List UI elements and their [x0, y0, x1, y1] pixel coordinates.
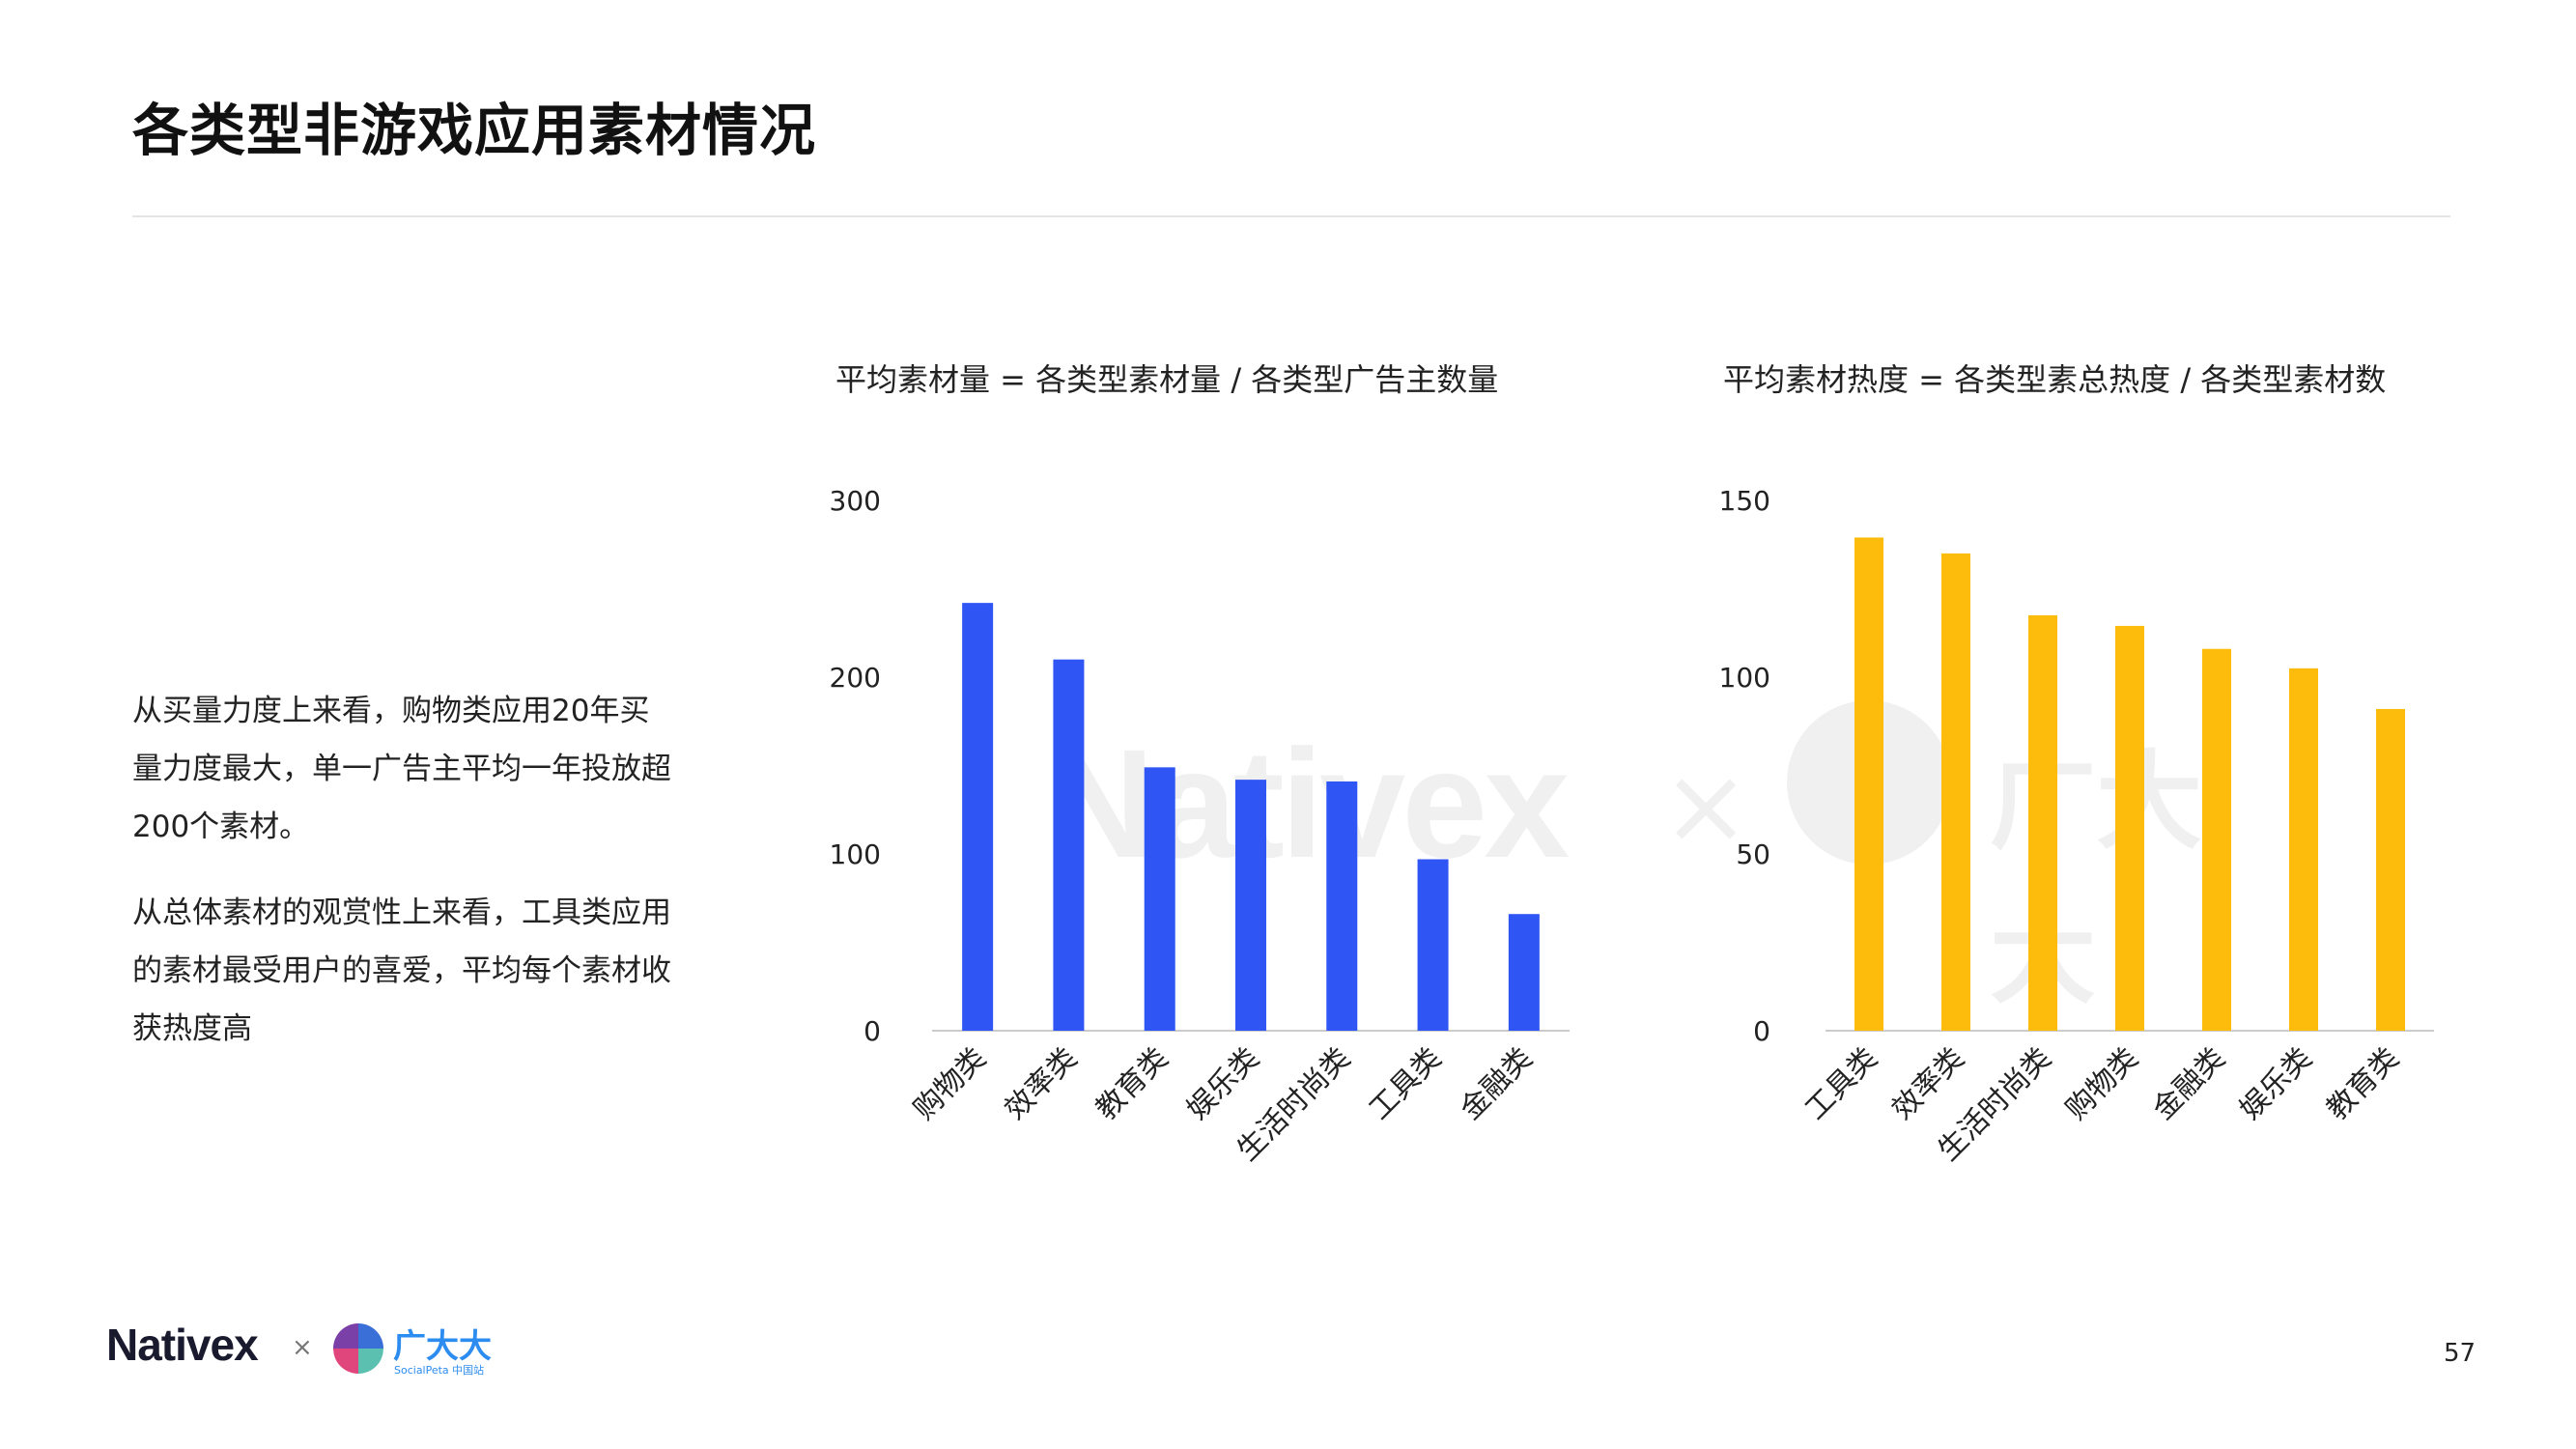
- x-category-label: 教育类: [1090, 1041, 1175, 1126]
- y-tick-label: 50: [1736, 838, 1770, 870]
- bar-2: [1053, 659, 1085, 1031]
- bar-7: [1508, 914, 1540, 1031]
- y-tick-label: 100: [830, 838, 881, 870]
- bar-4: [1235, 780, 1266, 1031]
- bar-4: [2115, 625, 2144, 1031]
- x-category-label: 金融类: [1454, 1041, 1539, 1126]
- y-tick-label: 100: [1719, 662, 1770, 694]
- x-category-label: 购物类: [2059, 1041, 2144, 1126]
- chart-right-title: 平均素材热度 = 各类型素总热度 / 各类型素材数: [1723, 361, 2387, 398]
- y-tick-label: 150: [1719, 485, 1770, 517]
- paragraph-creative-appeal: 从总体素材的观赏性上来看，工具类应用的素材最受用户的喜爱，平均每个素材收获热度高: [132, 895, 671, 1046]
- x-category-label: 购物类: [907, 1041, 992, 1126]
- guangdada-logo-text: 广大大: [393, 1327, 492, 1366]
- x-category-label: 效率类: [1885, 1041, 1970, 1126]
- x-category-label: 娱乐类: [1180, 1041, 1265, 1126]
- bar-3: [2028, 614, 2057, 1031]
- page-title: 各类型非游戏应用素材情况: [132, 98, 817, 163]
- x-category-label: 效率类: [999, 1041, 1084, 1126]
- bar-1: [1854, 537, 1883, 1031]
- y-tick-label: 0: [863, 1015, 881, 1047]
- chart-left-title: 平均素材量 = 各类型素材量 / 各类型广告主数量: [835, 361, 1499, 398]
- title-divider: [132, 215, 2450, 217]
- bar-3: [1144, 767, 1175, 1031]
- x-category-label: 工具类: [1363, 1041, 1448, 1126]
- page-number: 57: [2444, 1339, 2477, 1368]
- y-tick-label: 0: [1753, 1015, 1770, 1047]
- socialpeta-logo-icon: [333, 1323, 383, 1374]
- x-category-label: 娱乐类: [2233, 1041, 2318, 1126]
- paragraph-purchase-intensity: 从买量力度上来看，购物类应用20年买量力度最大，单一广告主平均一年投放超200个…: [132, 694, 671, 844]
- footer-separator: ×: [292, 1333, 313, 1362]
- bar-7: [2376, 708, 2405, 1031]
- guangdada-logo-subtext: SocialPeta 中国站: [394, 1364, 485, 1377]
- bar-5: [2202, 648, 2231, 1031]
- bar-6: [1417, 859, 1449, 1031]
- y-tick-label: 200: [830, 662, 881, 694]
- y-tick-label: 300: [830, 485, 881, 517]
- bar-5: [1326, 781, 1358, 1031]
- bar-6: [2289, 668, 2318, 1031]
- x-category-label: 工具类: [1798, 1041, 1883, 1126]
- bar-1: [962, 603, 994, 1031]
- x-category-label: 金融类: [2146, 1041, 2231, 1126]
- nativex-logo: Nativex: [106, 1320, 259, 1370]
- x-category-label: 教育类: [2320, 1041, 2405, 1126]
- bar-2: [1941, 553, 1970, 1031]
